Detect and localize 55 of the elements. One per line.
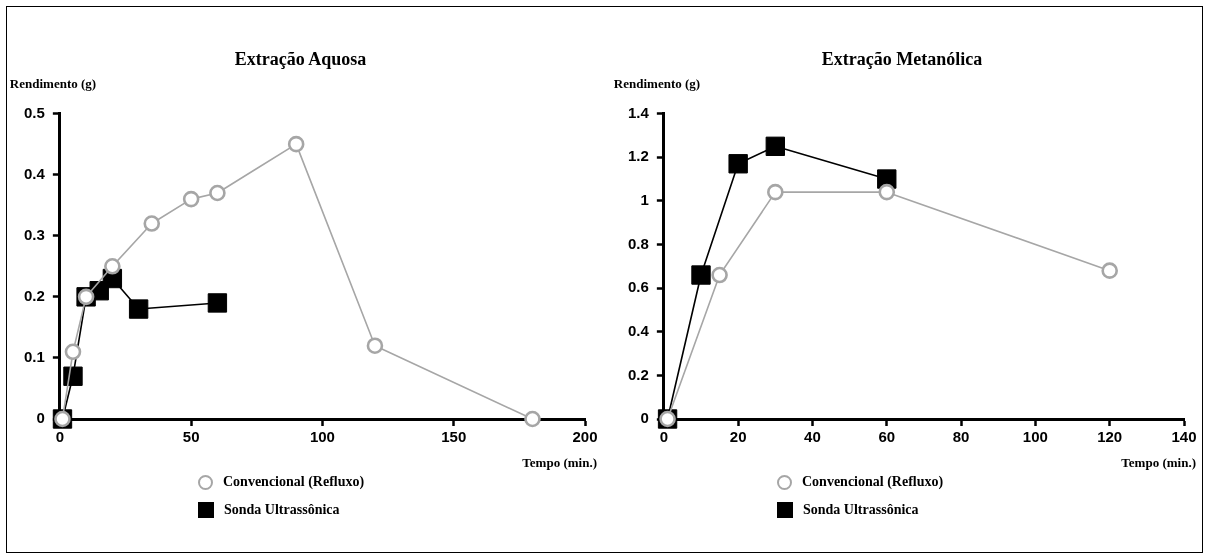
point [711, 266, 728, 284]
point [209, 184, 226, 202]
y-tick-label: 1.2 [627, 147, 649, 165]
x-tick-label: 40 [804, 428, 821, 446]
point [366, 337, 384, 354]
x-axis-title: Tempo (min.) [522, 454, 597, 470]
point [1101, 262, 1118, 279]
y-tick-label: 1.4 [627, 103, 650, 121]
point [143, 215, 161, 232]
x-tick-label: 100 [1022, 428, 1048, 446]
y-tick-label: 0 [640, 409, 649, 427]
legend-label: Sonda Ultrassônica [224, 502, 340, 518]
chart-title: Extração Aquosa [234, 49, 367, 70]
x-tick-label: 140 [1171, 428, 1197, 446]
y-tick-label: 0.8 [627, 234, 649, 252]
y-tick-label: 0.3 [23, 225, 45, 243]
x-tick-label: 60 [878, 428, 896, 446]
x-tick-label: 20 [729, 428, 747, 446]
y-axis-title: Rendimento (g) [9, 76, 97, 92]
point [691, 265, 711, 285]
point [767, 183, 784, 201]
point [878, 183, 896, 201]
y-axis-title: Rendimento (g) [613, 76, 701, 92]
x-tick-label: 150 [441, 428, 467, 446]
point [287, 135, 305, 153]
x-axis-title: Tempo (min.) [1121, 454, 1196, 470]
y-tick-label: 1 [640, 191, 649, 208]
legend-label: Convencional (Refluxo) [223, 474, 365, 490]
chart-title: Extração Metanólica [821, 49, 983, 70]
point [524, 410, 541, 428]
x-tick-label: 80 [952, 428, 970, 446]
point [63, 366, 83, 386]
x-tick-label: 50 [182, 428, 200, 446]
point [728, 154, 748, 174]
legend-label: Convencional (Refluxo) [802, 474, 944, 490]
point [128, 299, 149, 319]
x-tick-label: 0 [55, 428, 65, 446]
x-tick-label: 120 [1097, 428, 1123, 446]
y-tick-label: 0.2 [23, 286, 45, 304]
y-tick-label: 0.4 [23, 164, 46, 182]
y-tick-label: 0.4 [627, 321, 650, 339]
point [207, 293, 228, 313]
x-tick-label: 0 [659, 428, 669, 446]
y-tick-label: 0.5 [23, 103, 45, 121]
legend-label: Sonda Ultrassônica [803, 502, 919, 518]
point [104, 258, 121, 275]
x-tick-label: 200 [572, 428, 598, 446]
point [182, 190, 200, 208]
y-tick-label: 0.2 [627, 365, 649, 383]
y-tick-label: 0.6 [627, 278, 649, 296]
x-tick-label: 100 [309, 428, 335, 446]
point [64, 343, 82, 361]
y-tick-label: 0.1 [23, 348, 45, 366]
point [765, 136, 786, 157]
y-tick-label: 0 [36, 409, 45, 427]
